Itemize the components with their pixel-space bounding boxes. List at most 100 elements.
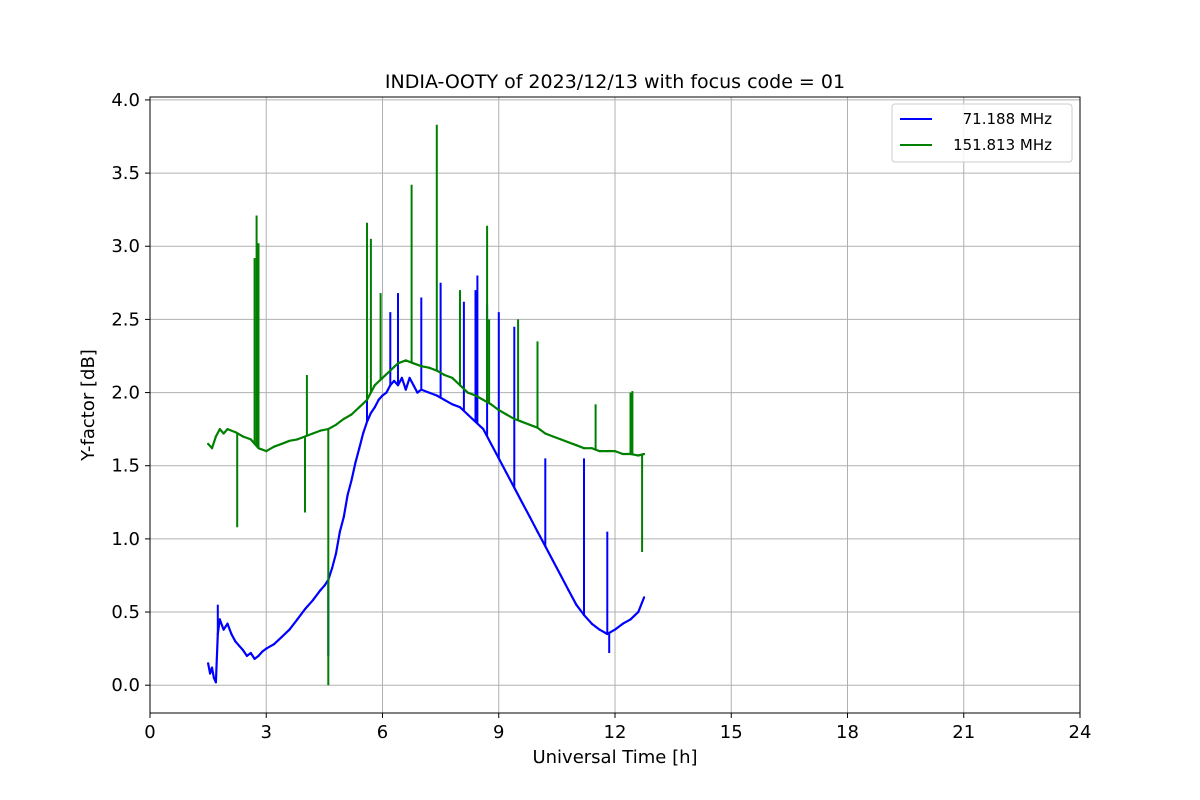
series-layer — [207, 124, 646, 686]
data-point — [528, 515, 531, 519]
data-point — [582, 447, 586, 450]
data-point — [505, 471, 508, 475]
data-point — [385, 391, 388, 394]
y-tick-label: 1.0 — [111, 529, 140, 550]
data-point — [389, 369, 392, 372]
data-point — [544, 432, 547, 435]
y-tick-label: 1.5 — [111, 456, 140, 477]
data-point — [226, 622, 229, 625]
data-point — [253, 657, 256, 661]
data-point — [381, 394, 384, 397]
data-point — [265, 647, 268, 650]
data-point — [346, 493, 349, 497]
x-tick-label: 0 — [144, 722, 155, 743]
data-point — [497, 409, 500, 412]
data-point — [443, 398, 446, 401]
data-point — [311, 432, 314, 435]
data-point — [334, 423, 338, 426]
y-tick-label: 2.0 — [111, 383, 140, 404]
data-point — [412, 384, 415, 387]
data-point — [319, 429, 322, 432]
data-point — [214, 681, 217, 684]
x-tick-label: 18 — [836, 722, 859, 743]
data-point — [226, 428, 229, 431]
data-point — [590, 622, 593, 625]
data-point — [214, 435, 217, 438]
data-point — [381, 376, 384, 379]
legend-label: 151.813 MHz — [953, 136, 1052, 154]
data-point — [451, 376, 454, 379]
data-point — [598, 628, 601, 631]
ticks: 0 3 6 9 12 15 18 21 24 0.0 0.5 1.0 1.5 2.0 2.5 3.0 3.5 4.… — [111, 90, 1091, 743]
y-tick-label: 3.0 — [111, 236, 140, 257]
data-point — [241, 649, 245, 652]
data-point — [520, 501, 524, 504]
data-point — [427, 366, 431, 369]
data-point — [396, 362, 400, 365]
data-point — [505, 413, 508, 416]
data-point — [331, 567, 334, 570]
data-point — [342, 515, 345, 519]
data-point — [613, 628, 617, 631]
data-point — [209, 672, 212, 675]
data-point — [489, 403, 493, 406]
data-point — [482, 428, 485, 431]
data-point — [303, 608, 307, 611]
data-point — [613, 450, 617, 453]
data-point — [621, 452, 624, 456]
data-point — [334, 552, 338, 555]
data-point — [342, 417, 345, 420]
data-point — [373, 384, 376, 387]
data-point — [575, 444, 578, 447]
data-point — [272, 643, 276, 646]
data-point — [210, 447, 214, 450]
legend-box — [891, 103, 1073, 163]
y-tick-label: 0.0 — [111, 675, 140, 696]
data-point — [241, 435, 245, 438]
data-point — [358, 406, 361, 409]
y-tick-label: 0.5 — [111, 602, 140, 623]
data-point — [338, 530, 341, 533]
data-point — [311, 599, 314, 602]
data-point — [629, 618, 632, 621]
data-point — [245, 654, 248, 658]
data-point — [621, 622, 624, 625]
data-point — [323, 584, 326, 587]
data-point — [606, 450, 609, 453]
data-point — [261, 650, 264, 653]
data-point — [218, 428, 221, 431]
data-point — [590, 447, 593, 450]
x-tick-label: 21 — [952, 722, 975, 743]
x-tick-label: 9 — [493, 722, 504, 743]
data-point — [319, 589, 322, 592]
data-point — [222, 628, 225, 631]
data-point — [520, 420, 524, 423]
data-point — [567, 589, 570, 592]
data-point — [575, 603, 578, 606]
data-point — [559, 574, 562, 577]
data-point — [551, 435, 555, 438]
data-point — [222, 432, 225, 435]
data-point — [234, 431, 237, 434]
data-point — [296, 618, 299, 621]
chart-title: INDIA-OOTY of 2023/12/13 with focus code… — [385, 71, 845, 93]
data-point — [238, 644, 241, 647]
legend: 71.188 MHz 151.813 MHz — [891, 103, 1073, 163]
data-point — [207, 442, 210, 445]
x-axis-title: Universal Time [h] — [532, 747, 697, 768]
data-point — [234, 640, 237, 643]
data-point — [513, 417, 516, 420]
data-point — [393, 379, 396, 382]
data-point — [559, 438, 562, 441]
data-point — [427, 391, 431, 394]
series-line — [207, 359, 645, 457]
data-point — [474, 394, 477, 397]
data-point — [350, 413, 353, 416]
data-point — [408, 376, 411, 379]
data-point — [466, 413, 469, 416]
data-point — [249, 438, 252, 441]
data-point — [288, 439, 291, 442]
data-point — [280, 442, 283, 445]
data-point — [249, 651, 252, 655]
